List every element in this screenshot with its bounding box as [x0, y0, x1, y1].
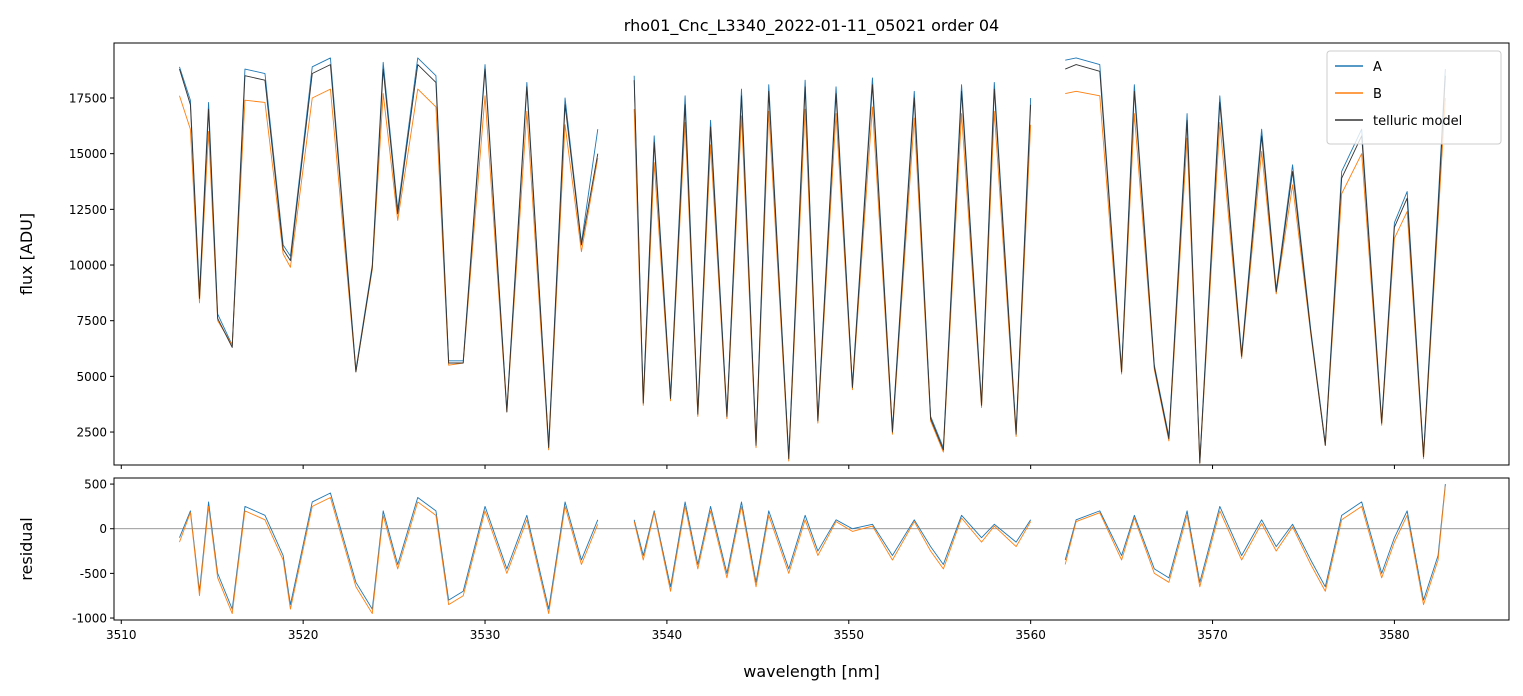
x-axis-label: wavelength [nm] — [743, 662, 880, 681]
series-line — [179, 485, 1446, 615]
y-axis-label: flux [ADU] — [17, 213, 36, 295]
y-tick-label: 0 — [99, 522, 107, 536]
axes-frame — [113, 42, 1510, 466]
legend-box — [1326, 50, 1502, 145]
y-tick-label: 7500 — [76, 314, 107, 328]
y-tick-label: -500 — [80, 567, 107, 581]
y-tick-label: 15000 — [69, 147, 107, 161]
y-tick-label: -1000 — [72, 612, 107, 626]
y-tick-label: 2500 — [76, 426, 107, 440]
series-line — [179, 57, 1446, 462]
x-tick-label: 3560 — [1015, 628, 1046, 642]
series-line — [179, 484, 1446, 610]
axes-frame — [113, 477, 1510, 621]
x-tick-label: 3540 — [652, 628, 683, 642]
y-tick-label: 12500 — [69, 203, 107, 217]
y-tick-label: 17500 — [69, 92, 107, 106]
y-tick-label: 500 — [84, 478, 107, 492]
plot-area — [179, 57, 1446, 464]
x-tick-label: 3550 — [834, 628, 865, 642]
x-tick-label: 3520 — [288, 628, 319, 642]
y-axis-label: residual — [17, 517, 36, 580]
chart-title: rho01_Cnc_L3340_2022-01-11_05021 order 0… — [624, 16, 999, 36]
x-tick-label: 3580 — [1379, 628, 1410, 642]
x-tick-label: 3570 — [1197, 628, 1228, 642]
legend-label: telluric model — [1373, 114, 1462, 129]
plot-area — [114, 484, 1509, 615]
x-tick-label: 3510 — [106, 628, 137, 642]
y-tick-label: 5000 — [76, 370, 107, 384]
x-tick-label: 3530 — [470, 628, 501, 642]
series-line — [179, 64, 1446, 464]
y-tick-label: 10000 — [69, 259, 107, 273]
legend-label: A — [1373, 60, 1382, 75]
legend-label: B — [1373, 87, 1382, 102]
